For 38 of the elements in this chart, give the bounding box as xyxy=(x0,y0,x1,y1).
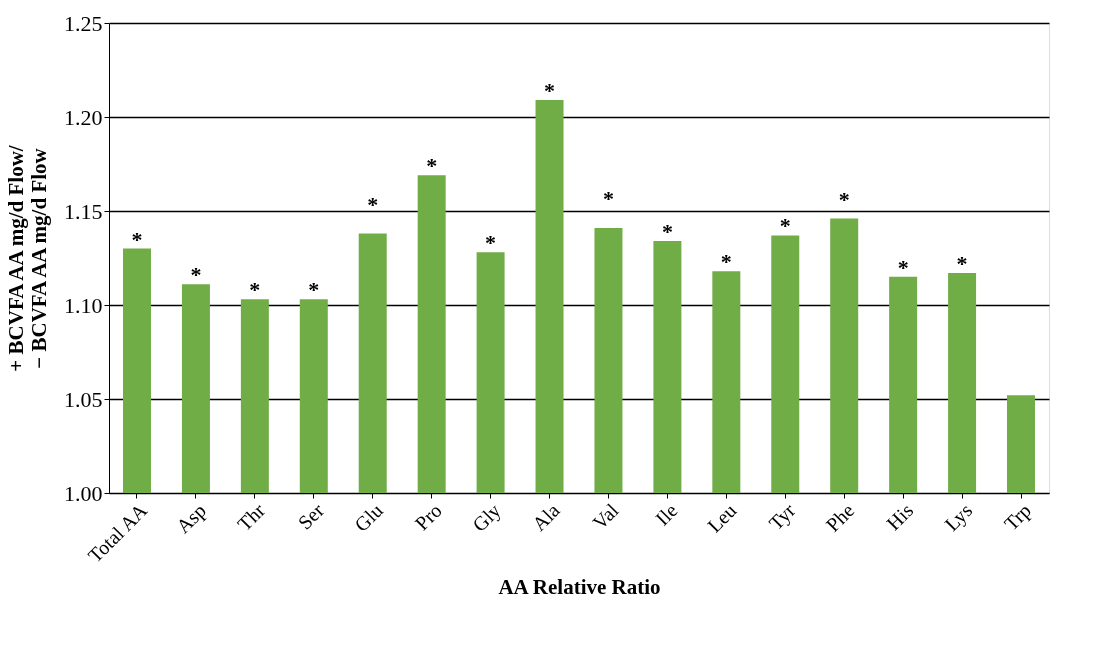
annotation: * xyxy=(897,254,909,280)
x-tick-label: Thr xyxy=(233,498,270,536)
annotation: * xyxy=(838,186,850,212)
x-tick-label: Pro xyxy=(410,499,446,535)
y-tick-label: 1.25 xyxy=(64,10,103,36)
annotation: * xyxy=(779,213,791,239)
y-tick-label: 1.15 xyxy=(64,198,103,224)
annotation: * xyxy=(131,226,143,252)
x-tick-label: Phe xyxy=(821,499,859,536)
annotation: * xyxy=(190,262,202,288)
y-axis-title: + BCVFA AA mg/d Flow/ − BCVFA AA mg/d Flow xyxy=(4,144,51,372)
y-tick-label: 1.20 xyxy=(64,104,103,130)
annotation: * xyxy=(249,277,261,303)
x-tick-label: Ala xyxy=(527,499,564,536)
x-tick-label: Val xyxy=(588,498,623,534)
x-tick-label: His xyxy=(882,498,918,535)
x-tick-label: Glu xyxy=(350,499,387,536)
annotation: * xyxy=(720,249,732,275)
x-axis-title: AA Relative Ratio xyxy=(498,575,661,600)
x-tick-label: Leu xyxy=(702,499,741,537)
y-tick-label: 1.00 xyxy=(64,480,103,506)
annotation: * xyxy=(308,277,320,303)
annotation: * xyxy=(544,78,556,104)
x-tick-label: Asp xyxy=(171,499,211,539)
x-tick-label: Trp xyxy=(999,499,1036,536)
annotation: * xyxy=(367,191,379,217)
annotation: * xyxy=(426,153,438,179)
y-tick-label: 1.10 xyxy=(64,292,103,318)
x-tick-label: Ser xyxy=(293,498,329,534)
x-tick-label: Lys xyxy=(940,498,978,536)
annotation: * xyxy=(661,219,673,245)
x-tick-label: Ile xyxy=(651,499,682,530)
y-tick-label: 1.05 xyxy=(64,386,103,412)
x-tick-label: Gly xyxy=(467,499,506,537)
x-tick-label: Tyr xyxy=(764,498,801,535)
annotation: * xyxy=(602,185,614,211)
annotation: * xyxy=(485,230,497,256)
annotation: * xyxy=(956,251,968,277)
